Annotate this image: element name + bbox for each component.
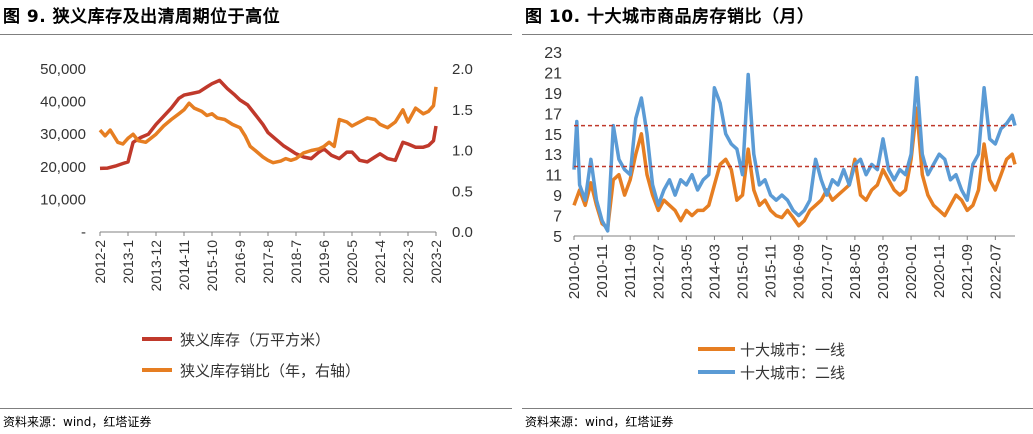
y-left-tick-label: 10,000 [40, 191, 86, 208]
y-left-tick-label: 20,000 [40, 159, 86, 176]
x-tick-label: 2018-7 [288, 240, 304, 284]
x-tick-label: 2022-07 [987, 244, 1004, 299]
y-left-tick-label: 50,000 [40, 61, 86, 78]
tier2-city-line [572, 72, 1017, 233]
x-tick-label: 2022-3 [400, 240, 416, 284]
y-tick-label: 13 [544, 147, 562, 164]
x-tick-label: 2010-11 [594, 244, 611, 298]
y-tick-label: 19 [544, 86, 562, 103]
y-tick-label: 17 [544, 106, 562, 123]
y-right-tick-label: 0.0 [452, 224, 473, 241]
y-right-tick-label: 1.5 [452, 102, 473, 119]
x-tick-label: 2023-2 [428, 240, 444, 284]
x-tick-label: 2020-11 [931, 244, 948, 298]
right-title-rule [522, 34, 1033, 35]
left-source-rule [0, 408, 512, 409]
x-tick-label: 2019-6 [316, 240, 332, 284]
x-tick-label: 2010-01 [566, 244, 583, 299]
x-tick-label: 2014-11 [176, 240, 192, 291]
x-tick-label: 2016-9 [232, 240, 248, 284]
y-left-tick-label: - [81, 224, 86, 241]
y-tick-label: 7 [553, 209, 562, 226]
x-tick-label: 2011-09 [622, 244, 639, 298]
legend-label: 十大城市：二线 [740, 364, 845, 382]
x-tick-label: 2013-12 [148, 240, 164, 292]
y-left-tick-label: 40,000 [40, 94, 86, 111]
x-tick-label: 2021-09 [959, 244, 976, 299]
y-left-tick-label: 30,000 [40, 126, 86, 143]
y-right-tick-label: 1.0 [452, 143, 473, 160]
x-tick-label: 2015-10 [204, 240, 220, 292]
right-source-rule [522, 408, 1033, 409]
inventory-sales-ratio-line [98, 86, 438, 165]
right-source-note: 资料来源：wind，红塔证券 [525, 415, 674, 429]
left-chart-svg: 2012-2 2013-1 2013-12 2014-11 2015-10 2016-9 2… [40, 61, 473, 380]
x-tick-label: 2012-2 [92, 240, 108, 284]
right-chart-title: 图 10. 十大城市商品房存销比（月） [525, 7, 815, 27]
x-tick-label: 2020-5 [344, 240, 360, 284]
right-chart-panel: 图 10. 十大城市商品房存销比（月） 5 7 9 11 13 15 17 19 21 23 201… [522, 0, 1033, 434]
left-chart-title: 图 9. 狭义库存及出清周期位于高位 [3, 7, 281, 27]
right-chart-svg: 5 7 9 11 13 15 17 19 21 23 2010-01 2010-11 2011-09 20… [544, 45, 1017, 382]
y-right-tick-label: 2.0 [452, 61, 473, 78]
left-title-rule [0, 34, 512, 35]
y-tick-label: 5 [553, 229, 562, 246]
tier1-city-line [572, 106, 1017, 230]
legend-label: 狭义库存销比（年，右轴） [180, 362, 360, 380]
x-tick-label: 2017-8 [260, 240, 276, 284]
y-tick-label: 9 [553, 188, 562, 205]
x-tick-label: 2013-05 [678, 244, 695, 299]
x-tick-label: 2018-05 [847, 244, 864, 299]
legend-label: 十大城市：一线 [740, 341, 845, 359]
x-tick-label: 2021-4 [372, 240, 388, 284]
y-tick-label: 15 [544, 127, 562, 144]
x-tick-label: 2015-11 [763, 244, 780, 298]
x-tick-label: 2020-01 [903, 244, 920, 299]
legend-label: 狭义库存（万平方米） [180, 331, 330, 349]
x-tick-label: 2013-1 [120, 240, 136, 284]
y-tick-label: 23 [544, 45, 562, 62]
x-tick-label: 2014-03 [706, 244, 723, 299]
x-tick-label: 2019-03 [875, 244, 892, 299]
left-chart-panel: 图 9. 狭义库存及出清周期位于高位 2012-2 2013-1 2013-12 20… [0, 0, 512, 434]
left-source-note: 资料来源：wind，红塔证券 [3, 415, 152, 429]
y-tick-label: 11 [545, 168, 562, 185]
x-tick-label: 2015-01 [735, 244, 752, 299]
x-tick-label: 2016-09 [791, 244, 808, 299]
x-tick-label: 2017-07 [819, 244, 836, 299]
y-right-tick-label: 0.5 [452, 183, 473, 200]
inventory-line [99, 78, 438, 171]
x-tick-label: 2012-07 [650, 244, 667, 299]
y-tick-label: 21 [544, 65, 562, 82]
